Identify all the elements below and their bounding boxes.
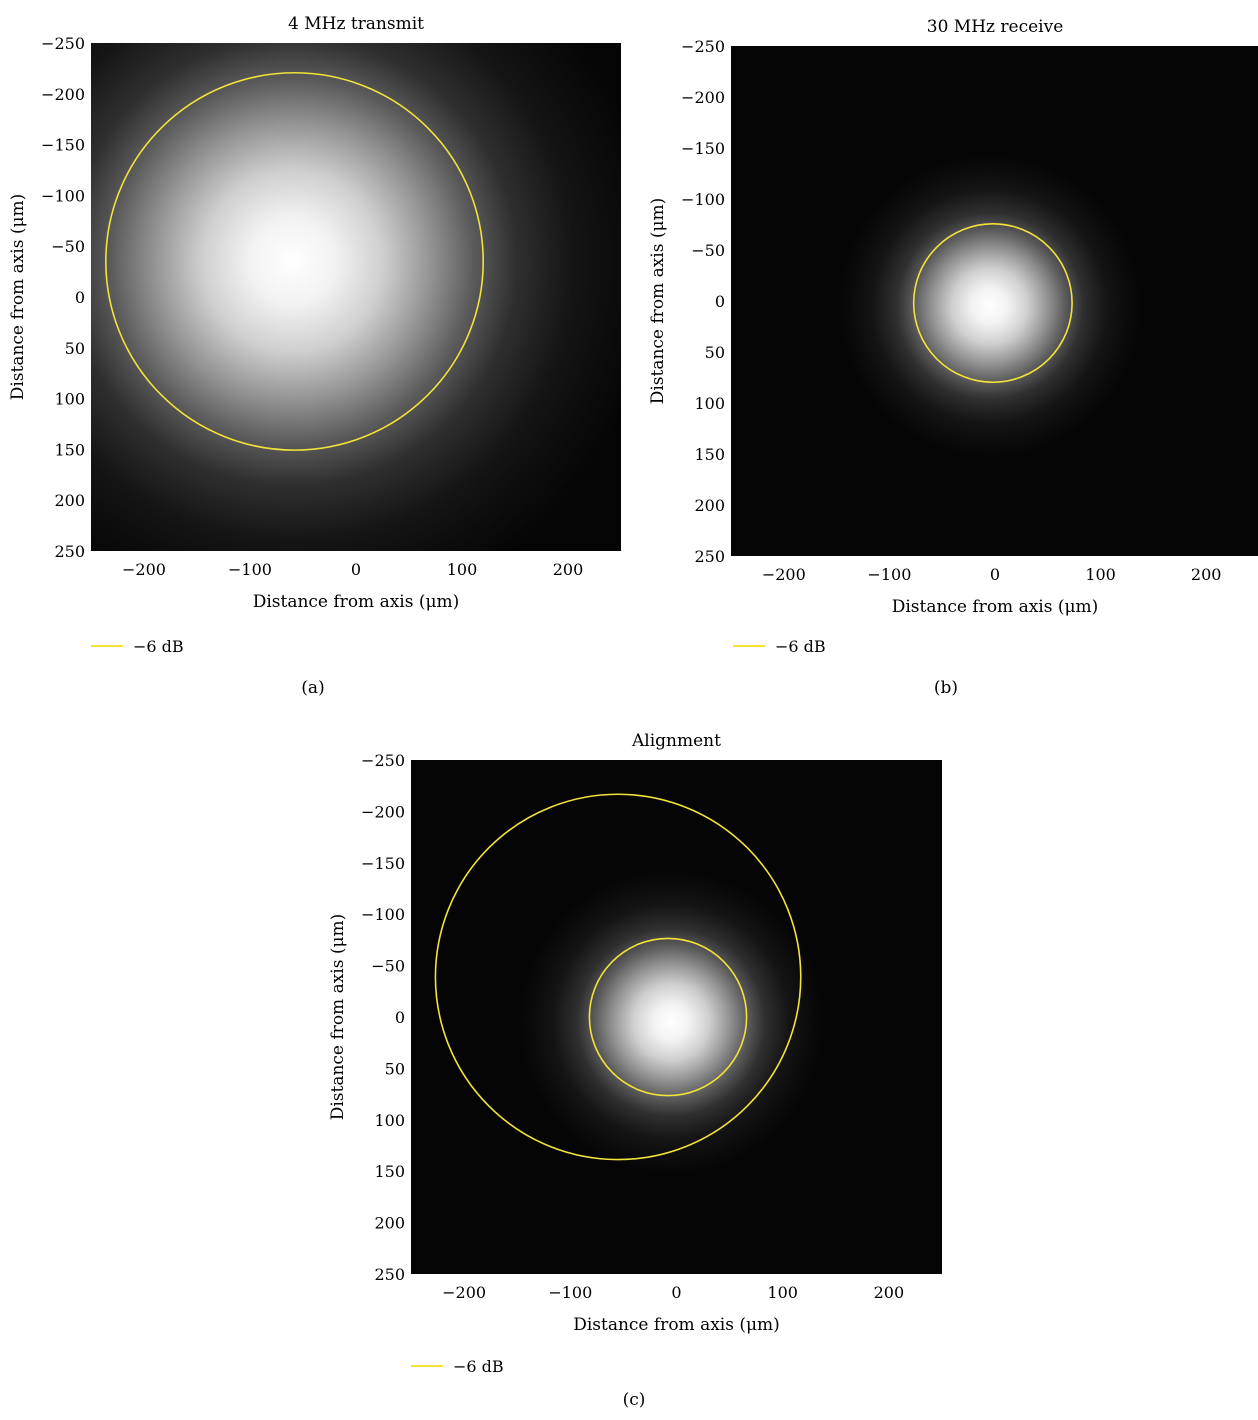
y-tick-label: −100: [681, 190, 725, 209]
y-tick-label: 200: [54, 491, 85, 510]
x-tick-label: 200: [874, 1283, 905, 1302]
y-tick-label: −50: [691, 241, 725, 260]
y-tick-label: −50: [371, 957, 405, 976]
y-tick-label: 100: [54, 390, 85, 409]
x-tick-label: −100: [548, 1283, 592, 1302]
y-axis-label: Distance from axis (μm): [648, 198, 668, 405]
y-tick-label: −150: [361, 854, 405, 873]
y-tick-label: 200: [694, 496, 725, 515]
y-tick-label: 150: [694, 445, 725, 464]
panel-b: 30 MHz receive −200 −100 0 100 200 −250 −200 −15…: [648, 17, 1258, 698]
chart-title: 4 MHz transmit: [288, 14, 424, 34]
y-tick-label: 250: [694, 547, 725, 566]
y-tick-label: 200: [374, 1214, 405, 1233]
y-tick-label: −200: [681, 88, 725, 107]
panel-label: (c): [623, 1390, 646, 1410]
heatmap-intensity: [411, 760, 942, 1274]
x-tick-label: 100: [767, 1283, 798, 1302]
x-tick-label: −200: [762, 565, 806, 584]
x-tick-label: 0: [990, 565, 1000, 584]
y-tick-label: 250: [54, 542, 85, 561]
x-tick-label: 100: [1085, 565, 1116, 584]
x-tick-label: 0: [351, 560, 361, 579]
x-axis-label: Distance from axis (μm): [573, 1315, 780, 1335]
y-tick-label: −200: [361, 802, 405, 821]
legend: −6 dB: [91, 637, 184, 656]
panel-label: (b): [934, 678, 958, 698]
y-tick-label: 250: [374, 1265, 405, 1284]
x-tick-label: −100: [228, 560, 272, 579]
heatmap-intensity: [731, 46, 1258, 556]
legend-label: −6 dB: [775, 637, 826, 656]
x-tick-label: −200: [442, 1283, 486, 1302]
x-tick-label: −200: [122, 560, 166, 579]
legend: −6 dB: [733, 637, 826, 656]
legend: −6 dB: [411, 1357, 504, 1376]
x-tick-label: 200: [553, 560, 584, 579]
y-tick-label: 0: [75, 288, 85, 307]
heatmap-intensity: [91, 43, 621, 551]
contour-6db-1: [912, 223, 1073, 384]
x-tick-label: −100: [867, 565, 911, 584]
panel-label: (a): [301, 678, 324, 698]
y-tick-label: −50: [51, 237, 85, 256]
chart-title: Alignment: [631, 731, 721, 751]
y-tick-label: 100: [374, 1111, 405, 1130]
y-tick-label: 50: [385, 1059, 405, 1078]
panel-c: Alignment −200 −100 0 100 200 −250 −200 −150 −100…: [328, 731, 942, 1410]
y-tick-label: −150: [41, 136, 85, 155]
y-tick-label: 0: [395, 1008, 405, 1027]
y-axis-label: Distance from axis (μm): [8, 194, 28, 401]
x-axis-label: Distance from axis (μm): [253, 592, 460, 612]
x-tick-label: 200: [1191, 565, 1222, 584]
y-tick-label: −250: [41, 34, 85, 53]
y-tick-label: −100: [361, 905, 405, 924]
y-axis-label: Distance from axis (μm): [328, 914, 348, 1121]
x-tick-label: 100: [447, 560, 478, 579]
chart-title: 30 MHz receive: [927, 17, 1064, 37]
contour-6db-2: [588, 937, 748, 1097]
y-tick-label: 50: [65, 339, 85, 358]
legend-label: −6 dB: [133, 637, 184, 656]
y-tick-label: −150: [681, 139, 725, 158]
y-tick-label: 150: [54, 440, 85, 459]
y-tick-label: 100: [694, 394, 725, 413]
contour-6db-1: [105, 71, 484, 451]
contour-6db-1: [434, 793, 802, 1161]
legend-label: −6 dB: [453, 1357, 504, 1376]
y-tick-label: 0: [715, 292, 725, 311]
y-tick-label: 150: [374, 1162, 405, 1181]
y-tick-label: 50: [705, 343, 725, 362]
panel-a: 4 MHz transmit −200 −100 0 100 200 −250 −200 −15…: [8, 14, 621, 698]
x-tick-label: 0: [671, 1283, 681, 1302]
y-tick-label: −200: [41, 85, 85, 104]
y-tick-label: −100: [41, 186, 85, 205]
x-axis-label: Distance from axis (μm): [892, 597, 1099, 617]
y-tick-label: −250: [361, 751, 405, 770]
y-tick-label: −250: [681, 37, 725, 56]
